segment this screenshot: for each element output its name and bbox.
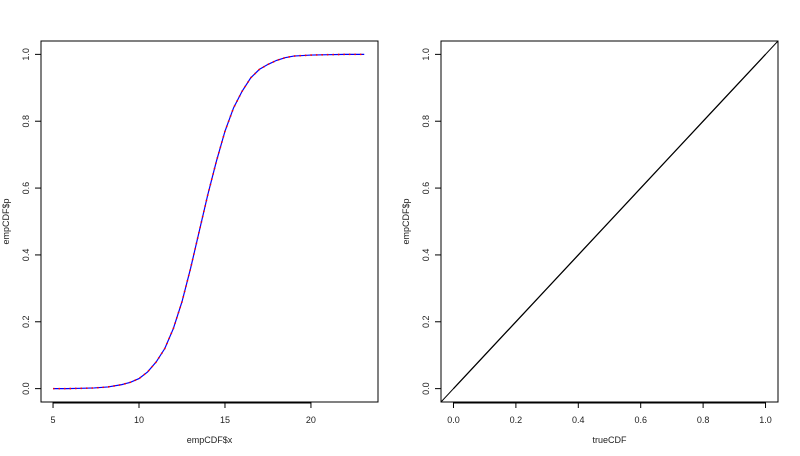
x-tick-label: 0.8	[697, 415, 710, 425]
x-axis-title: trueCDF	[592, 435, 627, 445]
x-tick-label: 0.0	[447, 415, 460, 425]
y-axis-title: empCDF$p	[1, 198, 11, 244]
plot-frame	[40, 40, 379, 403]
x-tick-label: 0.4	[572, 415, 585, 425]
x-tick-label: 5	[51, 415, 56, 425]
x-tick-label: 20	[306, 415, 316, 425]
y-tick-label: 0.8	[21, 115, 31, 128]
y-tick-label: 0.6	[21, 182, 31, 195]
y-tick-label: 0.2	[421, 316, 431, 329]
series-line-0	[453, 53, 766, 390]
right-panel-pp-plot: 0.0 0.2 0.4 0.6 0.8 1.0 0.0 0.2 0.4 0.6 0.8 1.0 true…	[401, 40, 779, 445]
x-tick-label: 10	[134, 415, 144, 425]
y-tick-label: 0.4	[421, 249, 431, 262]
y-axis-title: empCDF$p	[401, 198, 411, 244]
plot-area	[53, 53, 365, 390]
y-tick-label: 0.0	[21, 382, 31, 395]
series-line-0	[53, 53, 365, 390]
y-tick-label: 0.2	[21, 316, 31, 329]
x-axis-title: empCDF$x	[187, 435, 233, 445]
left-panel-ecdf-plot: 5 10 15 20 0.0 0.2 0.4 0.6 0.8 1.0 empCDF$x empCDF$…	[1, 40, 379, 445]
y-tick-label: 0.8	[421, 115, 431, 128]
x-tick-label: 0.2	[510, 415, 523, 425]
series-line-1	[53, 53, 365, 390]
y-tick-label: 0.0	[421, 382, 431, 395]
x-tick-label: 0.6	[634, 415, 647, 425]
x-tick-label: 15	[220, 415, 230, 425]
plot-frame	[440, 40, 779, 403]
x-tick-label: 1.0	[759, 415, 772, 425]
y-tick-label: 0.6	[421, 182, 431, 195]
y-tick-label: 0.4	[21, 249, 31, 262]
y-tick-label: 1.0	[421, 48, 431, 61]
plot-area	[441, 41, 778, 402]
y-tick-label: 1.0	[21, 48, 31, 61]
